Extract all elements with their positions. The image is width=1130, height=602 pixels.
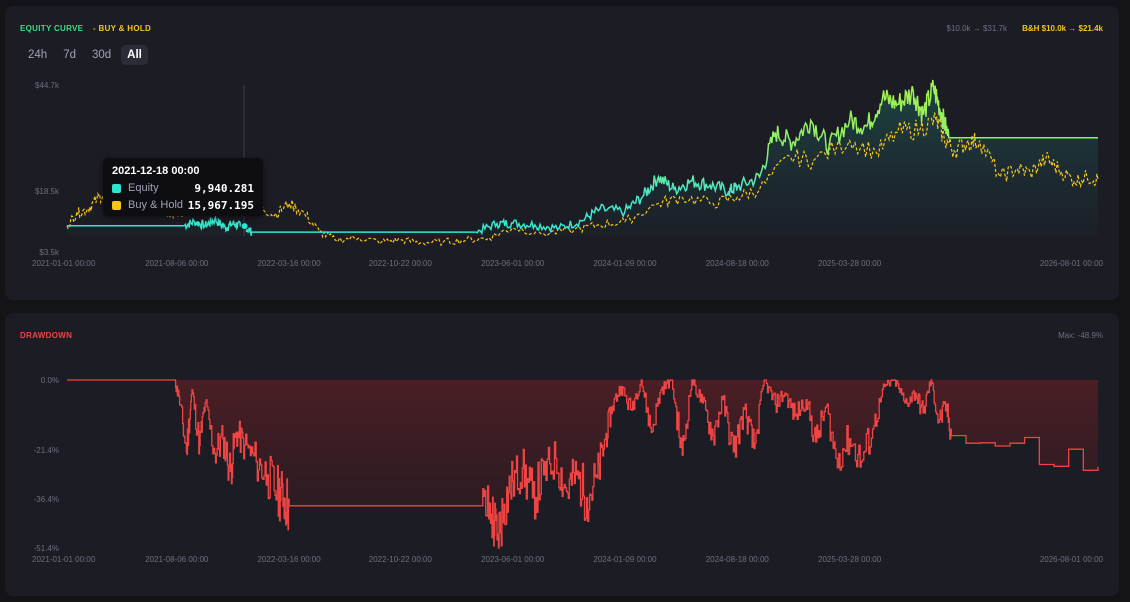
tab-7d[interactable]: 7d — [63, 49, 76, 61]
tooltip-row-equity: Equity 9,940.281 — [112, 182, 262, 196]
tab-30d[interactable]: 30d — [91, 49, 112, 61]
drawdown-x-tick-label: 2022-10-22 00:00 — [369, 555, 433, 564]
equity-hover-point — [240, 222, 249, 231]
equity-x-tick-label: 2021-01-01 00:00 — [32, 259, 96, 268]
equity-y-tick-label: $3.5k — [39, 248, 60, 257]
drawdown-x-tick-label: 2026-08-01 00:00 — [1040, 555, 1104, 564]
tab-all[interactable]: All — [121, 45, 148, 65]
equity-y-tick-label: $44.7k — [35, 81, 60, 90]
tab-24h[interactable]: 24h — [28, 49, 48, 61]
equity-curve-title: EQUITY CURVE — [20, 24, 84, 33]
tooltip-row-buy-hold: Buy & Hold 15,967.195 — [112, 199, 262, 213]
hover-tooltip: 2021-12-18 00:00 Equity 9,940.281 Buy & … — [103, 158, 263, 216]
equity-swatch-icon — [112, 184, 121, 193]
equity-x-tick-label: 2021-08-06 00:00 — [145, 259, 209, 268]
equity-x-tick-label: 2023-06-01 00:00 — [481, 259, 545, 268]
drawdown-axis-ticks: 0.0% -21.4% -36.4% -51.4% 2021-01-01 00:00 20… — [32, 376, 1104, 564]
equity-x-tick-label: 2024-01-09 00:00 — [593, 259, 657, 268]
tooltip-buy-hold-value: 15,967.195 — [187, 199, 254, 212]
drawdown-x-tick-label: 2025-03-28 00:00 — [818, 555, 882, 564]
drawdown-line — [67, 379, 1099, 549]
drawdown-title: DRAWDOWN — [20, 331, 73, 340]
buy-hold-swatch-icon — [112, 201, 121, 210]
tooltip-equity-label: Equity — [128, 182, 159, 194]
drawdown-x-tick-label: 2021-01-01 00:00 — [32, 555, 96, 564]
equity-x-tick-label: 2024-08-18 00:00 — [706, 259, 770, 268]
drawdown-y-tick-label: -51.4% — [34, 544, 59, 553]
drawdown-y-tick-label: 0.0% — [41, 376, 59, 385]
drawdown-x-tick-label: 2023-06-01 00:00 — [481, 555, 545, 564]
drawdown-x-tick-label: 2021-08-06 00:00 — [145, 555, 209, 564]
buy-hold-summary: B&H $10.0k → $21.4k — [1022, 24, 1103, 33]
drawdown-y-tick-label: -36.4% — [34, 495, 59, 504]
drawdown-x-tick-label: 2024-01-09 00:00 — [593, 555, 657, 564]
tooltip-date: 2021-12-18 00:00 — [112, 165, 200, 177]
equity-line — [67, 79, 1098, 236]
equity-area-fill — [67, 80, 1098, 236]
range-tabs: 24h 7d 30d All — [22, 45, 148, 65]
equity-x-tick-label: 2022-10-22 00:00 — [369, 259, 433, 268]
tooltip-equity-value: 9,940.281 — [194, 182, 254, 195]
equity-x-tick-label: 2026-08-01 00:00 — [1040, 259, 1104, 268]
equity-x-tick-label: 2025-03-28 00:00 — [818, 259, 882, 268]
drawdown-y-tick-label: -21.4% — [34, 446, 59, 455]
buy-hold-legend-label: - BUY & HOLD — [93, 24, 152, 33]
equity-y-tick-label: $18.5k — [35, 187, 60, 196]
equity-x-tick-label: 2022-03-16 00:00 — [257, 259, 321, 268]
drawdown-series-group — [67, 379, 1099, 549]
max-drawdown-label: Max: -48.9% — [1058, 331, 1103, 340]
tooltip-buy-hold-label: Buy & Hold — [128, 199, 184, 211]
equity-summary: $10.0k → $31.7k — [946, 24, 1007, 33]
drawdown-x-tick-label: 2024-08-18 00:00 — [706, 555, 770, 564]
equity-axis-ticks: $44.7k $18.5k $3.5k 2021-01-01 00:00 2021-08… — [32, 81, 1104, 268]
drawdown-x-tick-label: 2022-03-16 00:00 — [257, 555, 321, 564]
